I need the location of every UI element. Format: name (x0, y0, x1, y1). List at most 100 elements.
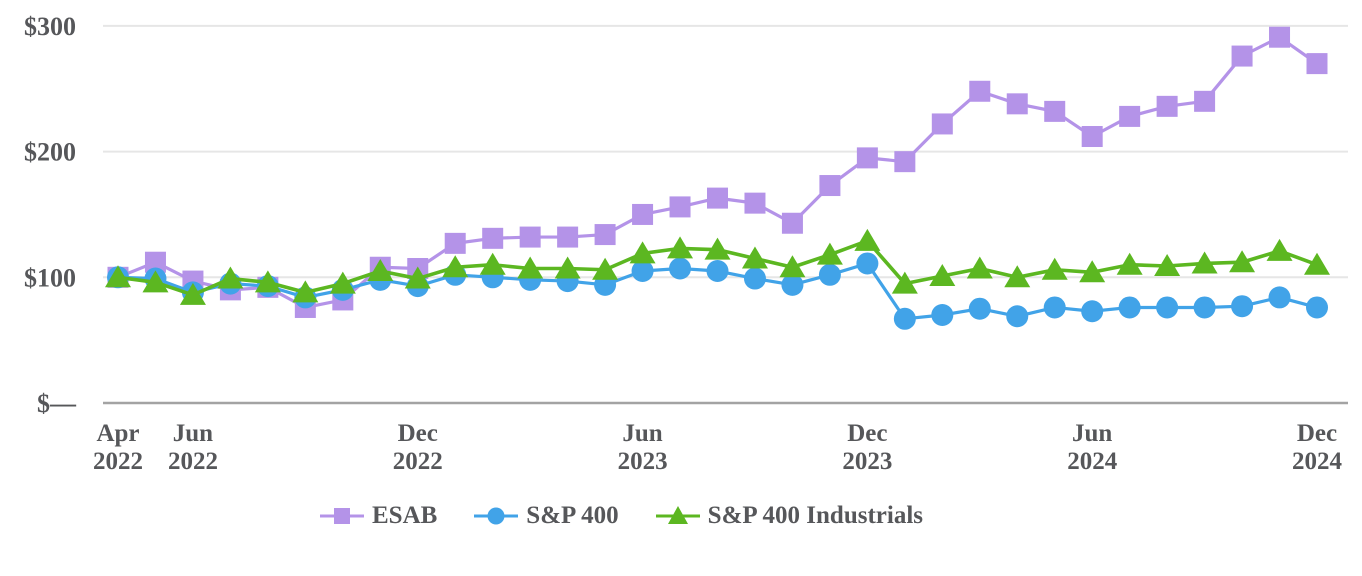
data-marker (968, 297, 991, 320)
data-marker (1231, 45, 1253, 67)
data-marker (142, 270, 169, 293)
data-marker (893, 307, 916, 330)
legend-items: ESAB S&P 400 S&P 400 Industrials (319, 503, 923, 528)
data-marker (1304, 252, 1330, 275)
data-marker (554, 256, 581, 279)
data-marker (179, 282, 206, 305)
data-marker (329, 271, 356, 294)
data-marker (517, 256, 544, 279)
data-marker (442, 255, 469, 278)
data-marker (479, 252, 506, 275)
data-marker (632, 203, 654, 225)
data-marker (404, 266, 431, 289)
data-marker (292, 280, 319, 303)
data-marker (1191, 251, 1218, 274)
data-marker (819, 175, 841, 197)
x-axis-tick-month: Dec (1297, 420, 1337, 447)
x-axis-tick-month: Jun (1072, 420, 1112, 447)
x-axis-tick-year: 2022 (93, 448, 143, 475)
data-marker (854, 228, 881, 251)
legend-item-sp400-industrials: S&P 400 Industrials (655, 503, 923, 528)
data-marker (856, 252, 879, 275)
data-marker (1156, 296, 1179, 319)
data-marker (1156, 95, 1178, 117)
data-marker (519, 226, 541, 248)
y-axis-tick-label: $— (37, 389, 77, 418)
y-axis-tick-label: $200 (24, 138, 76, 167)
data-marker (891, 271, 918, 294)
data-marker (741, 246, 768, 269)
x-axis-tick-month: Dec (847, 420, 887, 447)
sp400-industrials-triangle-icon (655, 505, 700, 524)
data-marker (1079, 260, 1106, 283)
legend-label-esab: ESAB (371, 502, 438, 529)
data-marker (1041, 257, 1068, 280)
esab-square-icon (319, 507, 364, 524)
x-axis-tick-month: Apr (96, 420, 139, 447)
data-marker (818, 263, 841, 286)
data-marker (931, 113, 953, 135)
data-marker (1081, 300, 1104, 323)
x-axis-tick-month: Jun (173, 420, 213, 447)
data-marker (931, 304, 954, 327)
data-marker (1266, 238, 1293, 261)
legend-item-esab: ESAB (319, 503, 437, 528)
data-marker (1231, 295, 1254, 318)
data-marker (779, 255, 806, 278)
data-marker (1268, 286, 1291, 309)
x-axis-tick-year: 2022 (393, 448, 443, 475)
legend-label-sp400: S&P 400 (526, 502, 619, 529)
x-axis-tick-year: 2024 (1067, 448, 1118, 475)
data-marker (217, 266, 244, 289)
data-marker (1081, 126, 1103, 148)
data-marker (1269, 26, 1291, 48)
chart-legend: ESAB S&P 400 S&P 400 Industrials (0, 503, 1362, 528)
data-marker (781, 212, 803, 234)
data-marker (816, 242, 843, 265)
data-marker (592, 257, 619, 280)
data-marker (929, 264, 956, 287)
x-axis-tick-month: Jun (622, 420, 662, 447)
x-axis-tick-year: 2023 (618, 448, 668, 475)
sp400-circle-icon (474, 507, 519, 524)
data-marker (105, 265, 131, 288)
y-axis-tick-label: $100 (24, 263, 76, 292)
data-marker (743, 267, 766, 290)
data-marker (1043, 296, 1066, 319)
data-marker (629, 241, 656, 264)
legend-label-sp400-industrials: S&P 400 Industrials (707, 502, 924, 529)
data-marker (1119, 105, 1141, 127)
data-marker (1154, 253, 1181, 276)
data-marker (1229, 250, 1256, 273)
data-marker (706, 260, 729, 283)
data-marker (667, 236, 694, 259)
data-marker (744, 192, 766, 214)
data-marker (1006, 305, 1029, 328)
data-marker (1116, 252, 1143, 275)
data-marker (1004, 265, 1031, 288)
data-marker (557, 226, 579, 248)
data-marker (144, 251, 166, 273)
data-marker (669, 257, 692, 280)
y-axis-tick-label: $300 (24, 12, 76, 41)
data-marker (1306, 53, 1328, 75)
data-marker (444, 232, 466, 254)
data-marker (631, 260, 654, 283)
data-marker (1306, 296, 1328, 319)
data-marker (669, 196, 691, 218)
data-marker (367, 259, 394, 282)
data-marker (707, 187, 728, 209)
data-marker (1194, 90, 1216, 112)
data-marker (254, 270, 281, 293)
data-marker (1044, 100, 1066, 122)
x-axis-tick-year: 2022 (168, 448, 218, 475)
data-marker (1006, 93, 1028, 115)
data-marker (966, 256, 993, 279)
data-marker (781, 273, 804, 296)
data-marker (856, 147, 878, 169)
data-marker (1118, 296, 1141, 319)
legend-item-sp400: S&P 400 (473, 502, 619, 529)
x-axis-tick-year: 2023 (842, 448, 892, 475)
